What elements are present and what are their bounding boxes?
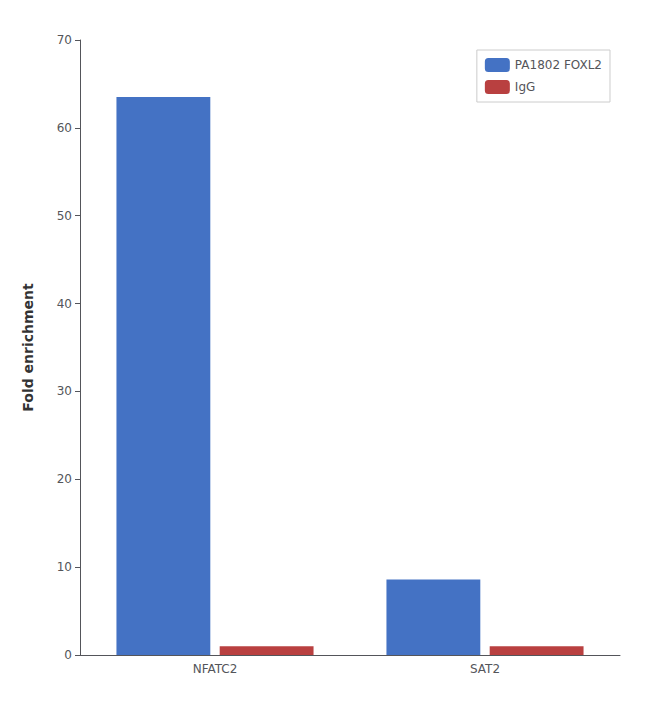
svg-text:PA1802 FOXL2: PA1802 FOXL2	[515, 58, 602, 72]
svg-text:60: 60	[57, 121, 72, 135]
svg-text:70: 70	[57, 33, 72, 47]
svg-text:40: 40	[57, 297, 72, 311]
svg-text:Fold enrichment: Fold enrichment	[20, 283, 36, 412]
svg-text:0: 0	[64, 648, 72, 662]
svg-text:NFATC2: NFATC2	[193, 662, 238, 676]
svg-text:10: 10	[57, 560, 72, 574]
svg-text:50: 50	[57, 209, 72, 223]
svg-text:20: 20	[57, 472, 72, 486]
svg-text:SAT2: SAT2	[470, 662, 500, 676]
svg-text:IgG: IgG	[515, 80, 535, 94]
svg-text:30: 30	[57, 384, 72, 398]
